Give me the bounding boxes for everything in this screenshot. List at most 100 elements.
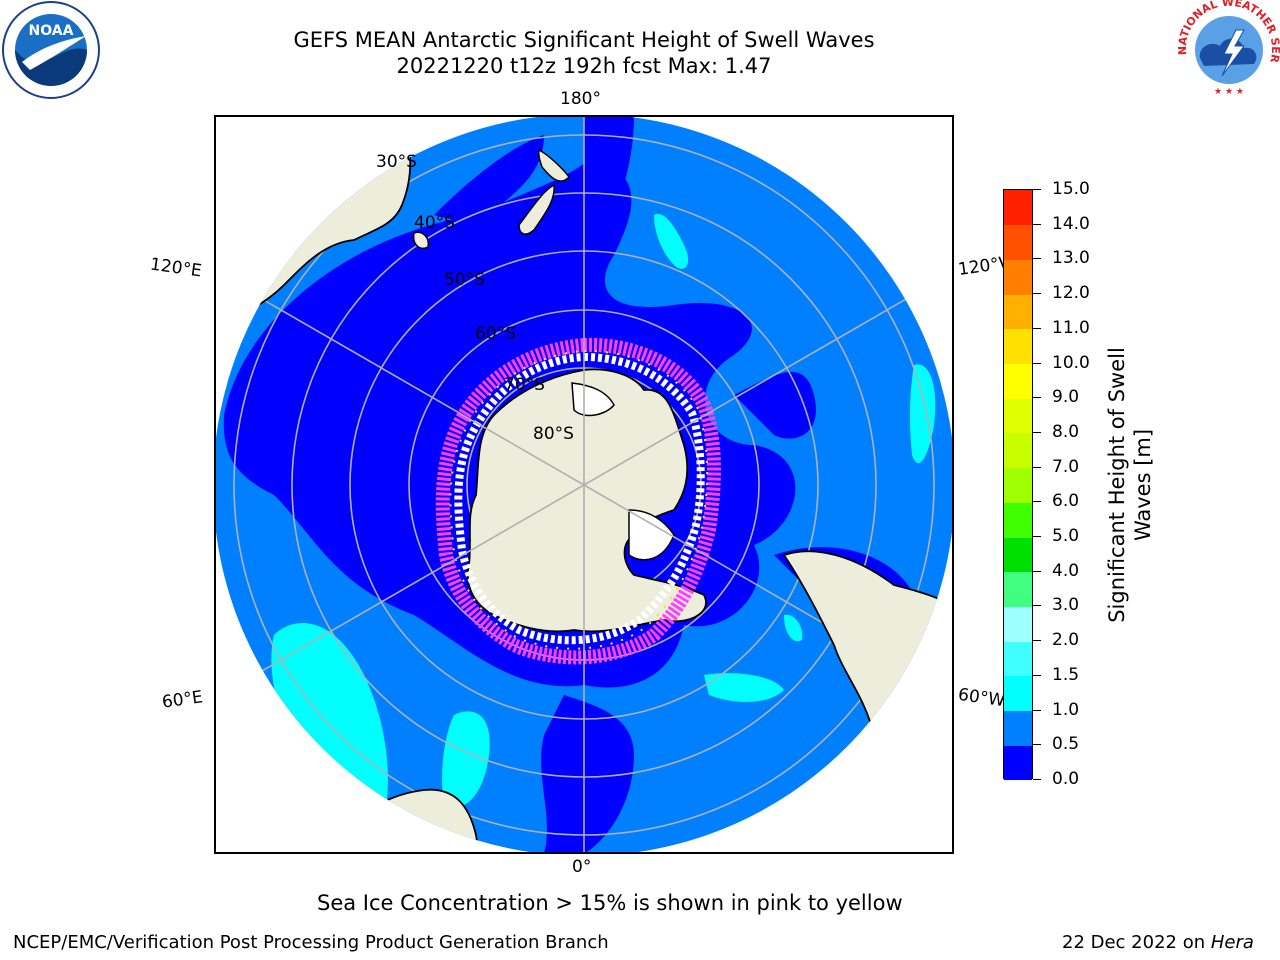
tasmania (412, 231, 430, 249)
weddell-sea (628, 509, 675, 561)
colorbar-tick-label: 7.0 (1052, 456, 1080, 477)
colorbar-tick-label: 0.5 (1052, 734, 1080, 755)
colorbar-tick-label: 2.0 (1052, 630, 1080, 651)
colorbar-segment (1004, 224, 1032, 260)
chart-title: GEFS MEAN Antarctic Significant Height o… (293, 28, 875, 52)
colorbar-tick-label: 1.5 (1052, 664, 1080, 685)
lon-label-180: 180° (560, 89, 601, 109)
colorbar-title-line1: Significant Height of Swell (1105, 347, 1129, 623)
colorbar-tick-label: 3.0 (1052, 595, 1080, 616)
colorbar-tick-label: 6.0 (1052, 491, 1080, 512)
colorbar-tick (1033, 640, 1041, 642)
polar-map (216, 117, 952, 852)
lon-label-60e: 60°E (160, 687, 205, 713)
colorbar-segment (1004, 745, 1032, 781)
footer-date: 22 Dec 2022 on (1062, 932, 1211, 953)
colorbar-tick (1033, 536, 1041, 538)
madagascar (232, 762, 297, 811)
colorbar (1003, 189, 1033, 781)
colorbar-tick (1033, 709, 1041, 711)
cyan-patagonia (784, 614, 803, 642)
sea-ice-caption: Sea Ice Concentration > 15% is shown in … (317, 891, 903, 915)
colorbar-tick (1033, 744, 1041, 746)
colorbar-segment (1004, 432, 1032, 469)
moderate-swell-regions (271, 214, 936, 823)
colorbar-tick (1033, 362, 1041, 364)
colorbar-tick-label: 11.0 (1052, 317, 1090, 338)
nws-logo: NATIONAL WEATHER SERVICE ★ ★ ★ (1178, 0, 1280, 98)
footer-right: 22 Dec 2022 on Hera (1062, 932, 1254, 953)
lat-label-50s: 50°S (444, 270, 485, 290)
low-swell-south-pacific (584, 117, 634, 315)
colorbar-tick (1033, 501, 1041, 503)
lon-label-120e: 120°E (148, 254, 203, 282)
footer-left: NCEP/EMC/Verification Post Processing Pr… (13, 932, 609, 953)
colorbar-tick (1033, 605, 1041, 607)
colorbar-tick-label: 5.0 (1052, 526, 1080, 547)
colorbar-tick (1033, 223, 1041, 225)
colorbar-tick (1033, 293, 1041, 295)
lon-label-60w: 60°W (956, 684, 1007, 712)
colorbar-segment (1004, 571, 1032, 607)
cyan-east-pacific (909, 364, 936, 464)
colorbar-segment (1004, 363, 1032, 399)
colorbar-segment (1004, 710, 1032, 746)
colorbar-segment (1004, 190, 1032, 226)
lat-label-70s: 70°S (504, 375, 545, 395)
colorbar-segment (1004, 294, 1032, 330)
colorbar-tick (1033, 397, 1041, 399)
colorbar-tick-label: 14.0 (1052, 213, 1090, 234)
colorbar-tick (1033, 570, 1041, 572)
colorbar-tick-label: 8.0 (1052, 421, 1080, 442)
cyan-indian-ocean (271, 623, 388, 823)
colorbar-tick-label: 13.0 (1052, 248, 1090, 269)
lat-label-40s: 40°S (414, 213, 455, 233)
colorbar-segment (1004, 467, 1032, 503)
colorbar-tick (1033, 779, 1041, 780)
cyan-south-atlantic (442, 711, 490, 808)
colorbar-segment (1004, 675, 1032, 712)
lat-label-60s: 60°S (475, 324, 516, 344)
colorbar-tick-label: 9.0 (1052, 387, 1080, 408)
colorbar-segment (1004, 328, 1032, 365)
colorbar-title: Significant Height of Swell Waves [m] (1104, 347, 1156, 623)
chart-subtitle: 20221220 t12z 192h fcst Max: 1.47 (396, 54, 772, 78)
colorbar-segment (1004, 641, 1032, 677)
colorbar-tick-label: 4.0 (1052, 560, 1080, 581)
colorbar-title-line2: Waves [m] (1131, 428, 1155, 542)
colorbar-tick (1033, 674, 1041, 676)
colorbar-tick (1033, 327, 1041, 329)
southern-africa (332, 788, 481, 852)
colorbar-tick-label: 10.0 (1052, 352, 1090, 373)
noaa-logo-text: NOAA (29, 23, 74, 39)
cyan-south-pacific (654, 214, 689, 269)
new-zealand-north (538, 148, 570, 182)
colorbar-segment (1004, 398, 1032, 434)
map-frame (214, 115, 954, 854)
lat-label-30s: 30°S (376, 152, 417, 172)
colorbar-tick (1033, 258, 1041, 260)
lat-label-80s: 80°S (533, 424, 574, 444)
colorbar-segment (1004, 502, 1032, 538)
colorbar-tick (1033, 431, 1041, 433)
cyan-south-atlantic-east (704, 673, 784, 702)
colorbar-segment (1004, 537, 1032, 573)
antarctica (466, 368, 707, 633)
noaa-logo: NOAA (2, 1, 100, 99)
svg-text:★ ★ ★: ★ ★ ★ (1214, 87, 1244, 97)
ross-sea (571, 382, 615, 417)
lon-label-0: 0° (572, 857, 592, 877)
colorbar-tick-label: 12.0 (1052, 283, 1090, 304)
low-swell-drake (734, 371, 816, 439)
colorbar-tick (1033, 466, 1041, 468)
footer-machine: Hera (1210, 932, 1254, 953)
low-swell-south-atlantic (541, 695, 634, 852)
new-zealand-south (518, 183, 555, 235)
colorbar-tick-label: 15.0 (1052, 179, 1090, 199)
low-swell-north (434, 135, 544, 225)
colorbar-tick-label: 1.0 (1052, 699, 1080, 720)
colorbar-segment (1004, 606, 1032, 642)
land-left-edge (216, 732, 233, 816)
colorbar-tick-label: 0.0 (1052, 769, 1080, 789)
colorbar-tick (1033, 189, 1041, 190)
